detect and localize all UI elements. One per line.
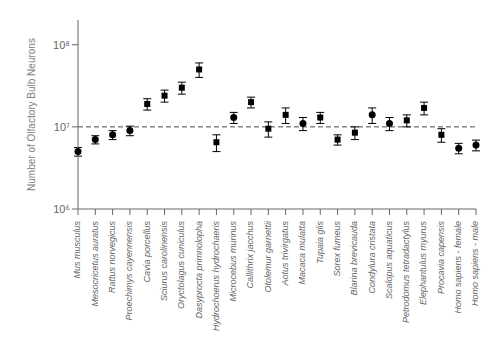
- svg-text:Petrodomus tetradactylus: Petrodomus tetradactylus: [401, 221, 411, 324]
- svg-text:Homo sapiens - male: Homo sapiens - male: [470, 221, 480, 306]
- svg-text:10⁸: 10⁸: [53, 39, 70, 51]
- svg-text:Mus musculus: Mus musculus: [72, 221, 82, 279]
- svg-text:Number of Olfactory Bulb Neuro: Number of Olfactory Bulb Neurons: [26, 38, 37, 191]
- svg-text:Tupaia glis: Tupaia glis: [315, 221, 325, 264]
- svg-text:Elephantulus myurus: Elephantulus myurus: [418, 221, 428, 306]
- svg-text:Homo sapiens - female: Homo sapiens - female: [453, 221, 463, 314]
- svg-text:Otolemur garnettii: Otolemur garnettii: [263, 220, 273, 293]
- svg-text:Condylura cristata: Condylura cristata: [367, 221, 377, 294]
- svg-text:Blarina brevicauda: Blarina brevicauda: [349, 221, 359, 296]
- svg-text:Aotus trivirgatus: Aotus trivirgatus: [280, 221, 290, 287]
- svg-text:Rattus norvegicus: Rattus norvegicus: [107, 221, 117, 294]
- svg-text:Macaca mulatta: Macaca mulatta: [297, 221, 307, 285]
- svg-text:Proechimys cayennensis: Proechimys cayennensis: [124, 221, 134, 321]
- svg-text:Cavia porcellus: Cavia porcellus: [142, 221, 152, 283]
- svg-text:Hydrochoerus hydrochaeris: Hydrochoerus hydrochaeris: [211, 221, 221, 332]
- svg-text:Mesocricetus auratus: Mesocricetus auratus: [90, 221, 100, 307]
- svg-text:Dasyprocta primnolopha: Dasyprocta primnolopha: [194, 221, 204, 319]
- svg-text:Sorex fumeus: Sorex fumeus: [332, 221, 342, 277]
- svg-text:Scalopus aquaticus: Scalopus aquaticus: [384, 221, 394, 300]
- svg-text:Sciurus carolinensis: Sciurus carolinensis: [159, 221, 169, 302]
- svg-text:Callithrix jacchus: Callithrix jacchus: [245, 221, 255, 289]
- svg-text:Oryctolagus cuniculus: Oryctolagus cuniculus: [176, 221, 186, 310]
- svg-text:10⁷: 10⁷: [54, 121, 70, 133]
- svg-text:Microcebus murinus: Microcebus murinus: [228, 221, 238, 302]
- svg-text:10⁶: 10⁶: [53, 203, 70, 215]
- svg-text:Procavia capensis: Procavia capensis: [436, 221, 446, 295]
